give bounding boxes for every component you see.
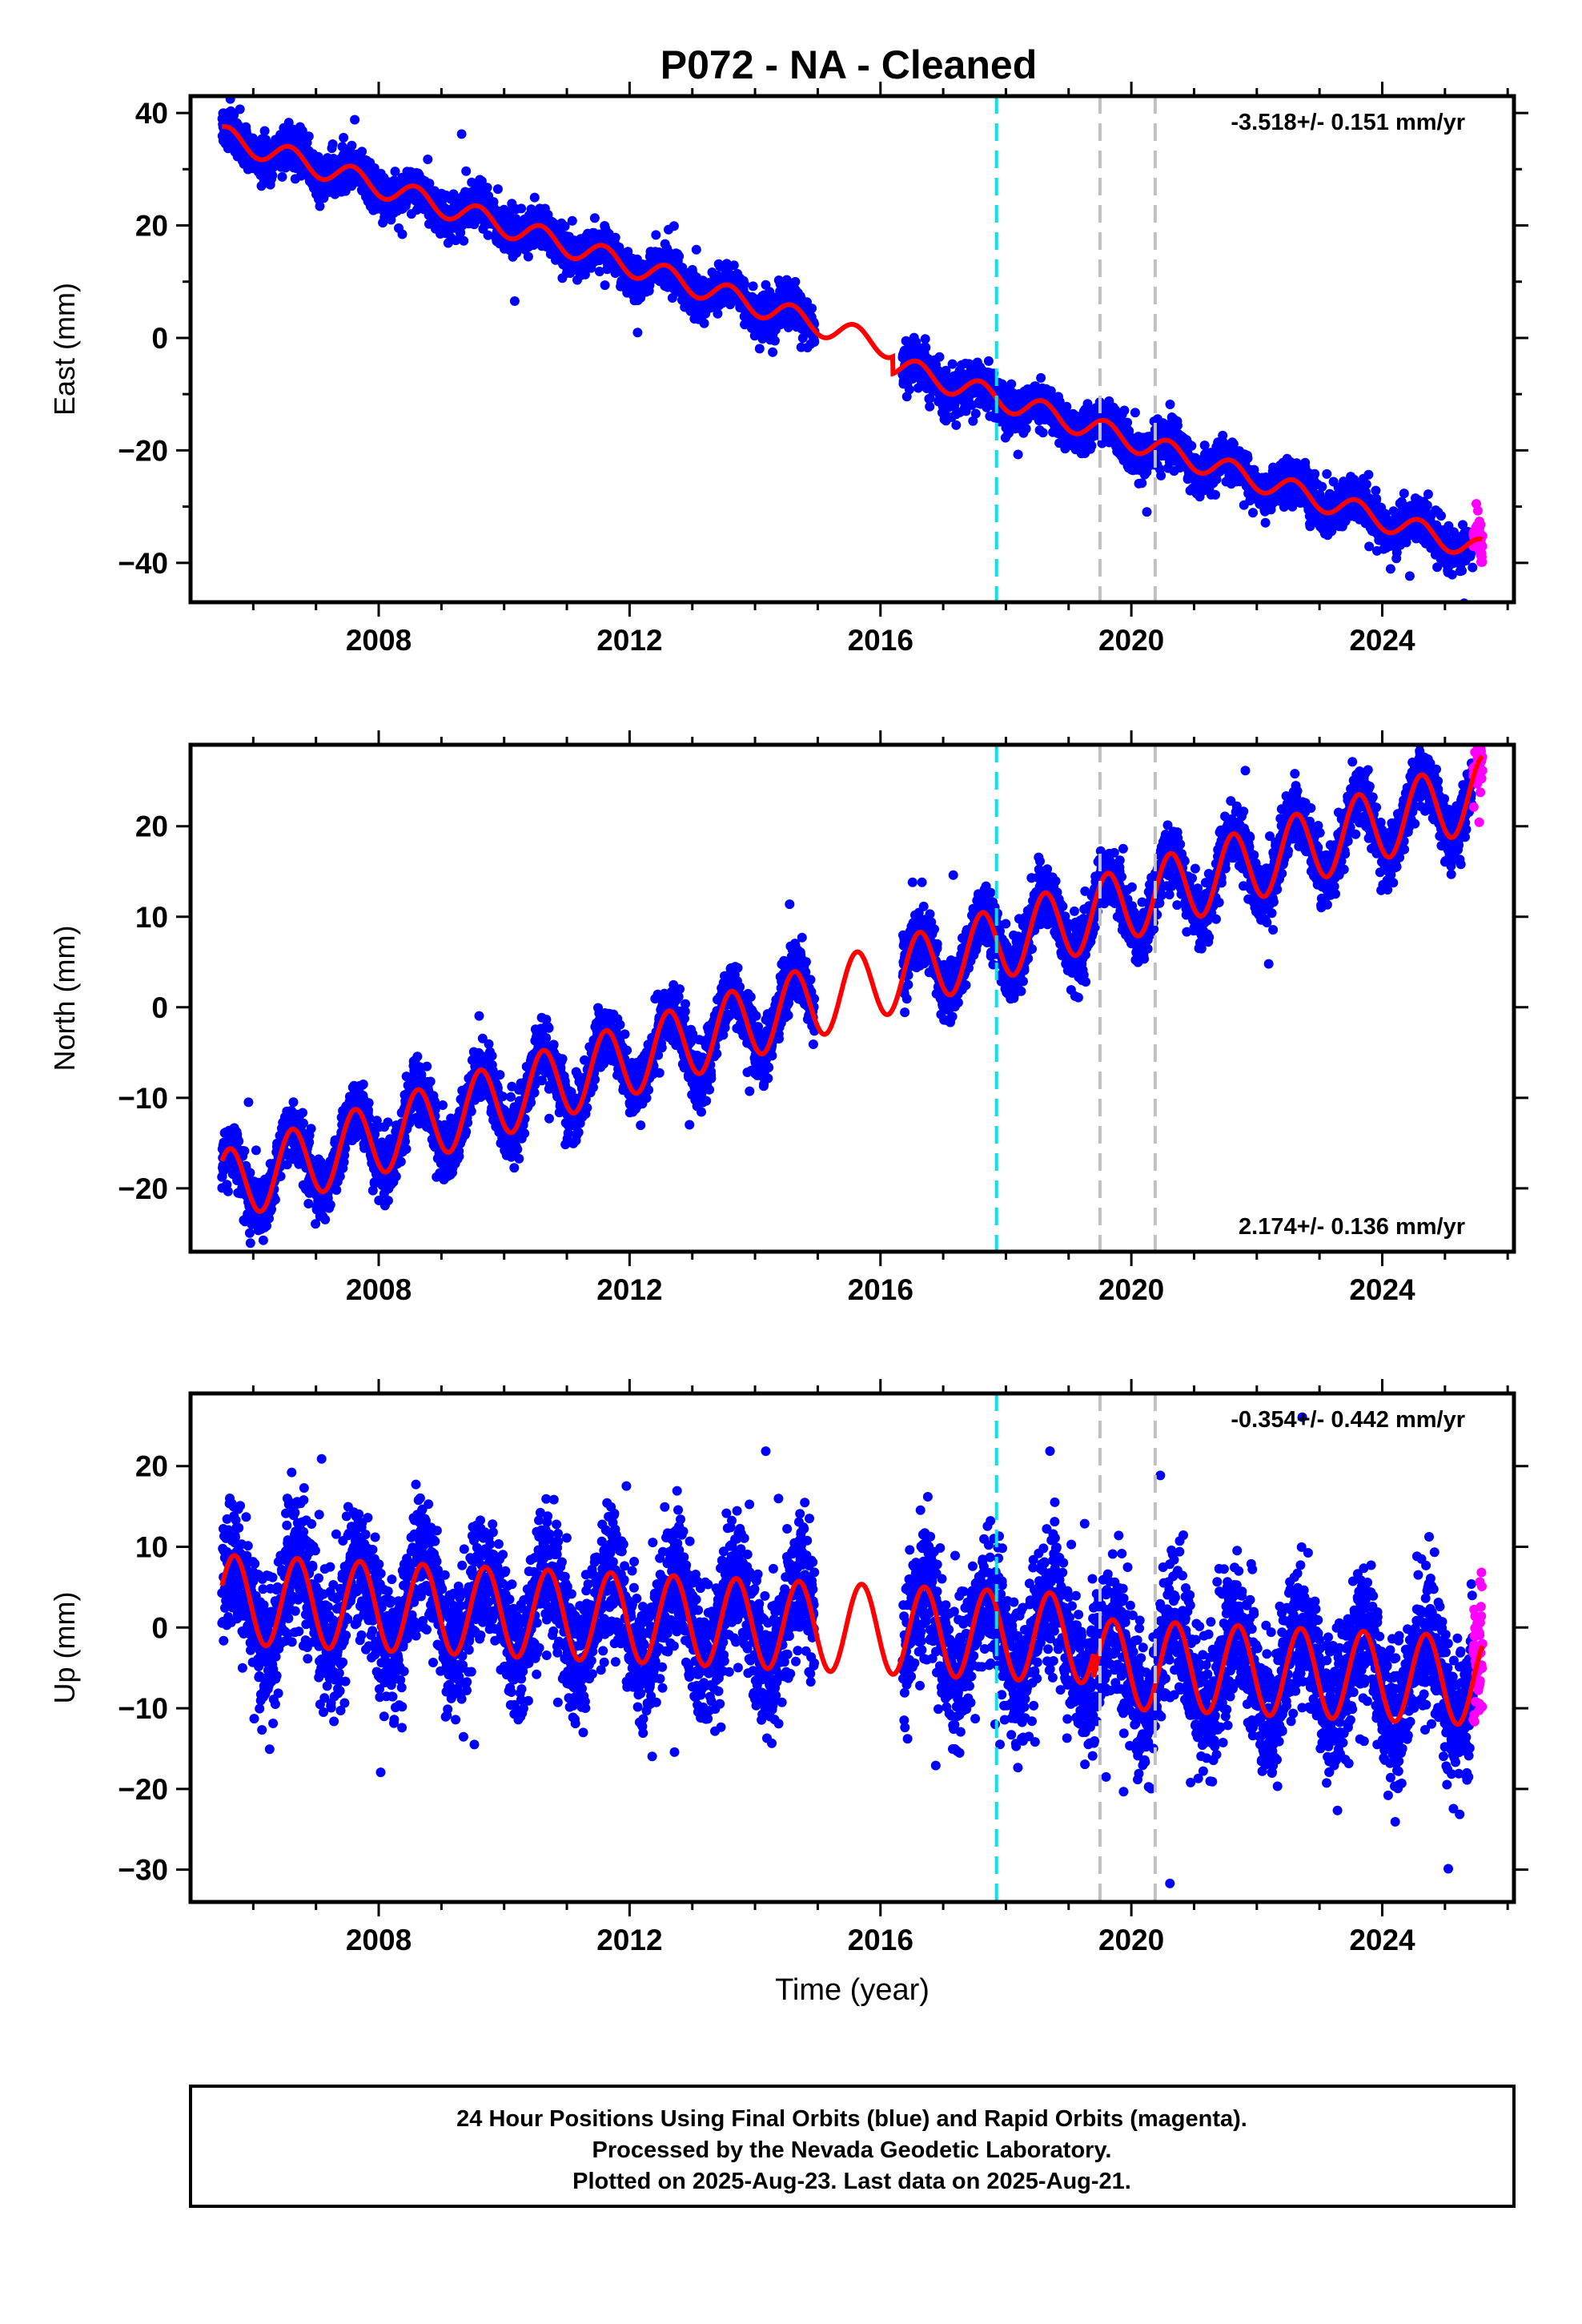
final-point <box>461 166 472 176</box>
final-point <box>754 344 765 354</box>
final-point <box>920 334 930 344</box>
final-point <box>1006 379 1017 389</box>
final-point <box>921 343 931 352</box>
final-point <box>339 132 349 143</box>
final-point <box>1036 372 1046 383</box>
final-point <box>769 336 780 346</box>
final-point <box>600 280 610 291</box>
final-point <box>259 126 270 136</box>
final-point <box>424 179 435 189</box>
final-point <box>267 171 278 180</box>
final-point <box>713 308 723 319</box>
final-point <box>739 279 749 289</box>
final-point <box>947 359 958 369</box>
final-point <box>1142 507 1152 517</box>
final-point <box>1086 440 1097 451</box>
final-point <box>451 235 461 246</box>
final-point <box>925 401 935 412</box>
final-point <box>934 352 945 362</box>
final-point <box>1021 424 1031 434</box>
final-point <box>482 183 492 193</box>
final-point <box>623 247 633 257</box>
final-point <box>1062 401 1072 412</box>
plot-area <box>217 96 1488 602</box>
final-point <box>632 328 643 338</box>
final-point <box>456 227 466 238</box>
final-point <box>516 203 527 214</box>
final-point <box>350 115 360 125</box>
final-point <box>456 129 467 139</box>
final-point <box>970 408 981 419</box>
final-point <box>809 337 820 347</box>
final-point <box>235 104 245 115</box>
final-point <box>277 171 287 182</box>
final-point <box>1310 468 1320 479</box>
final-point <box>488 197 499 207</box>
final-point <box>904 384 914 395</box>
final-point <box>768 347 778 357</box>
final-point <box>459 235 469 246</box>
final-point <box>297 126 307 136</box>
final-point <box>523 251 533 262</box>
final-point <box>1137 478 1147 489</box>
final-point <box>476 176 487 187</box>
final-point <box>327 139 338 149</box>
final-point <box>1156 470 1166 480</box>
final-point <box>483 230 493 240</box>
figure-title: P072 - NA - Cleaned <box>661 42 1038 87</box>
final-point <box>347 140 357 151</box>
final-orbit-points <box>217 96 1478 602</box>
final-point <box>423 155 433 164</box>
final-point <box>691 244 701 255</box>
final-point <box>492 184 503 195</box>
final-point <box>357 147 367 157</box>
final-point <box>1186 440 1197 451</box>
final-point <box>669 221 679 231</box>
final-point <box>315 201 325 211</box>
final-point <box>748 281 758 292</box>
final-point <box>1165 400 1175 409</box>
final-point <box>369 163 379 173</box>
final-point <box>1013 449 1023 460</box>
final-point <box>651 230 661 240</box>
final-point <box>699 318 709 328</box>
final-point <box>1038 428 1048 438</box>
final-point <box>1119 405 1130 416</box>
final-point <box>790 276 801 287</box>
final-point <box>983 356 994 366</box>
final-point <box>397 229 408 239</box>
final-point <box>229 110 239 120</box>
final-point <box>674 251 685 261</box>
final-point <box>303 131 314 142</box>
final-point <box>1218 430 1228 440</box>
final-point <box>509 296 520 306</box>
final-point <box>729 260 739 271</box>
final-point <box>1173 420 1182 431</box>
final-point <box>529 192 540 203</box>
final-point <box>807 304 817 314</box>
final-point <box>1248 508 1258 518</box>
final-point <box>580 269 590 279</box>
final-point <box>1243 453 1253 464</box>
final-point <box>589 213 600 223</box>
final-point <box>560 221 570 231</box>
final-point <box>567 215 577 226</box>
final-point <box>951 420 962 430</box>
final-point <box>594 267 604 276</box>
final-point <box>1211 489 1220 500</box>
final-point <box>390 167 400 177</box>
final-point <box>1260 517 1271 528</box>
final-point <box>1130 408 1140 418</box>
final-point <box>610 232 620 243</box>
